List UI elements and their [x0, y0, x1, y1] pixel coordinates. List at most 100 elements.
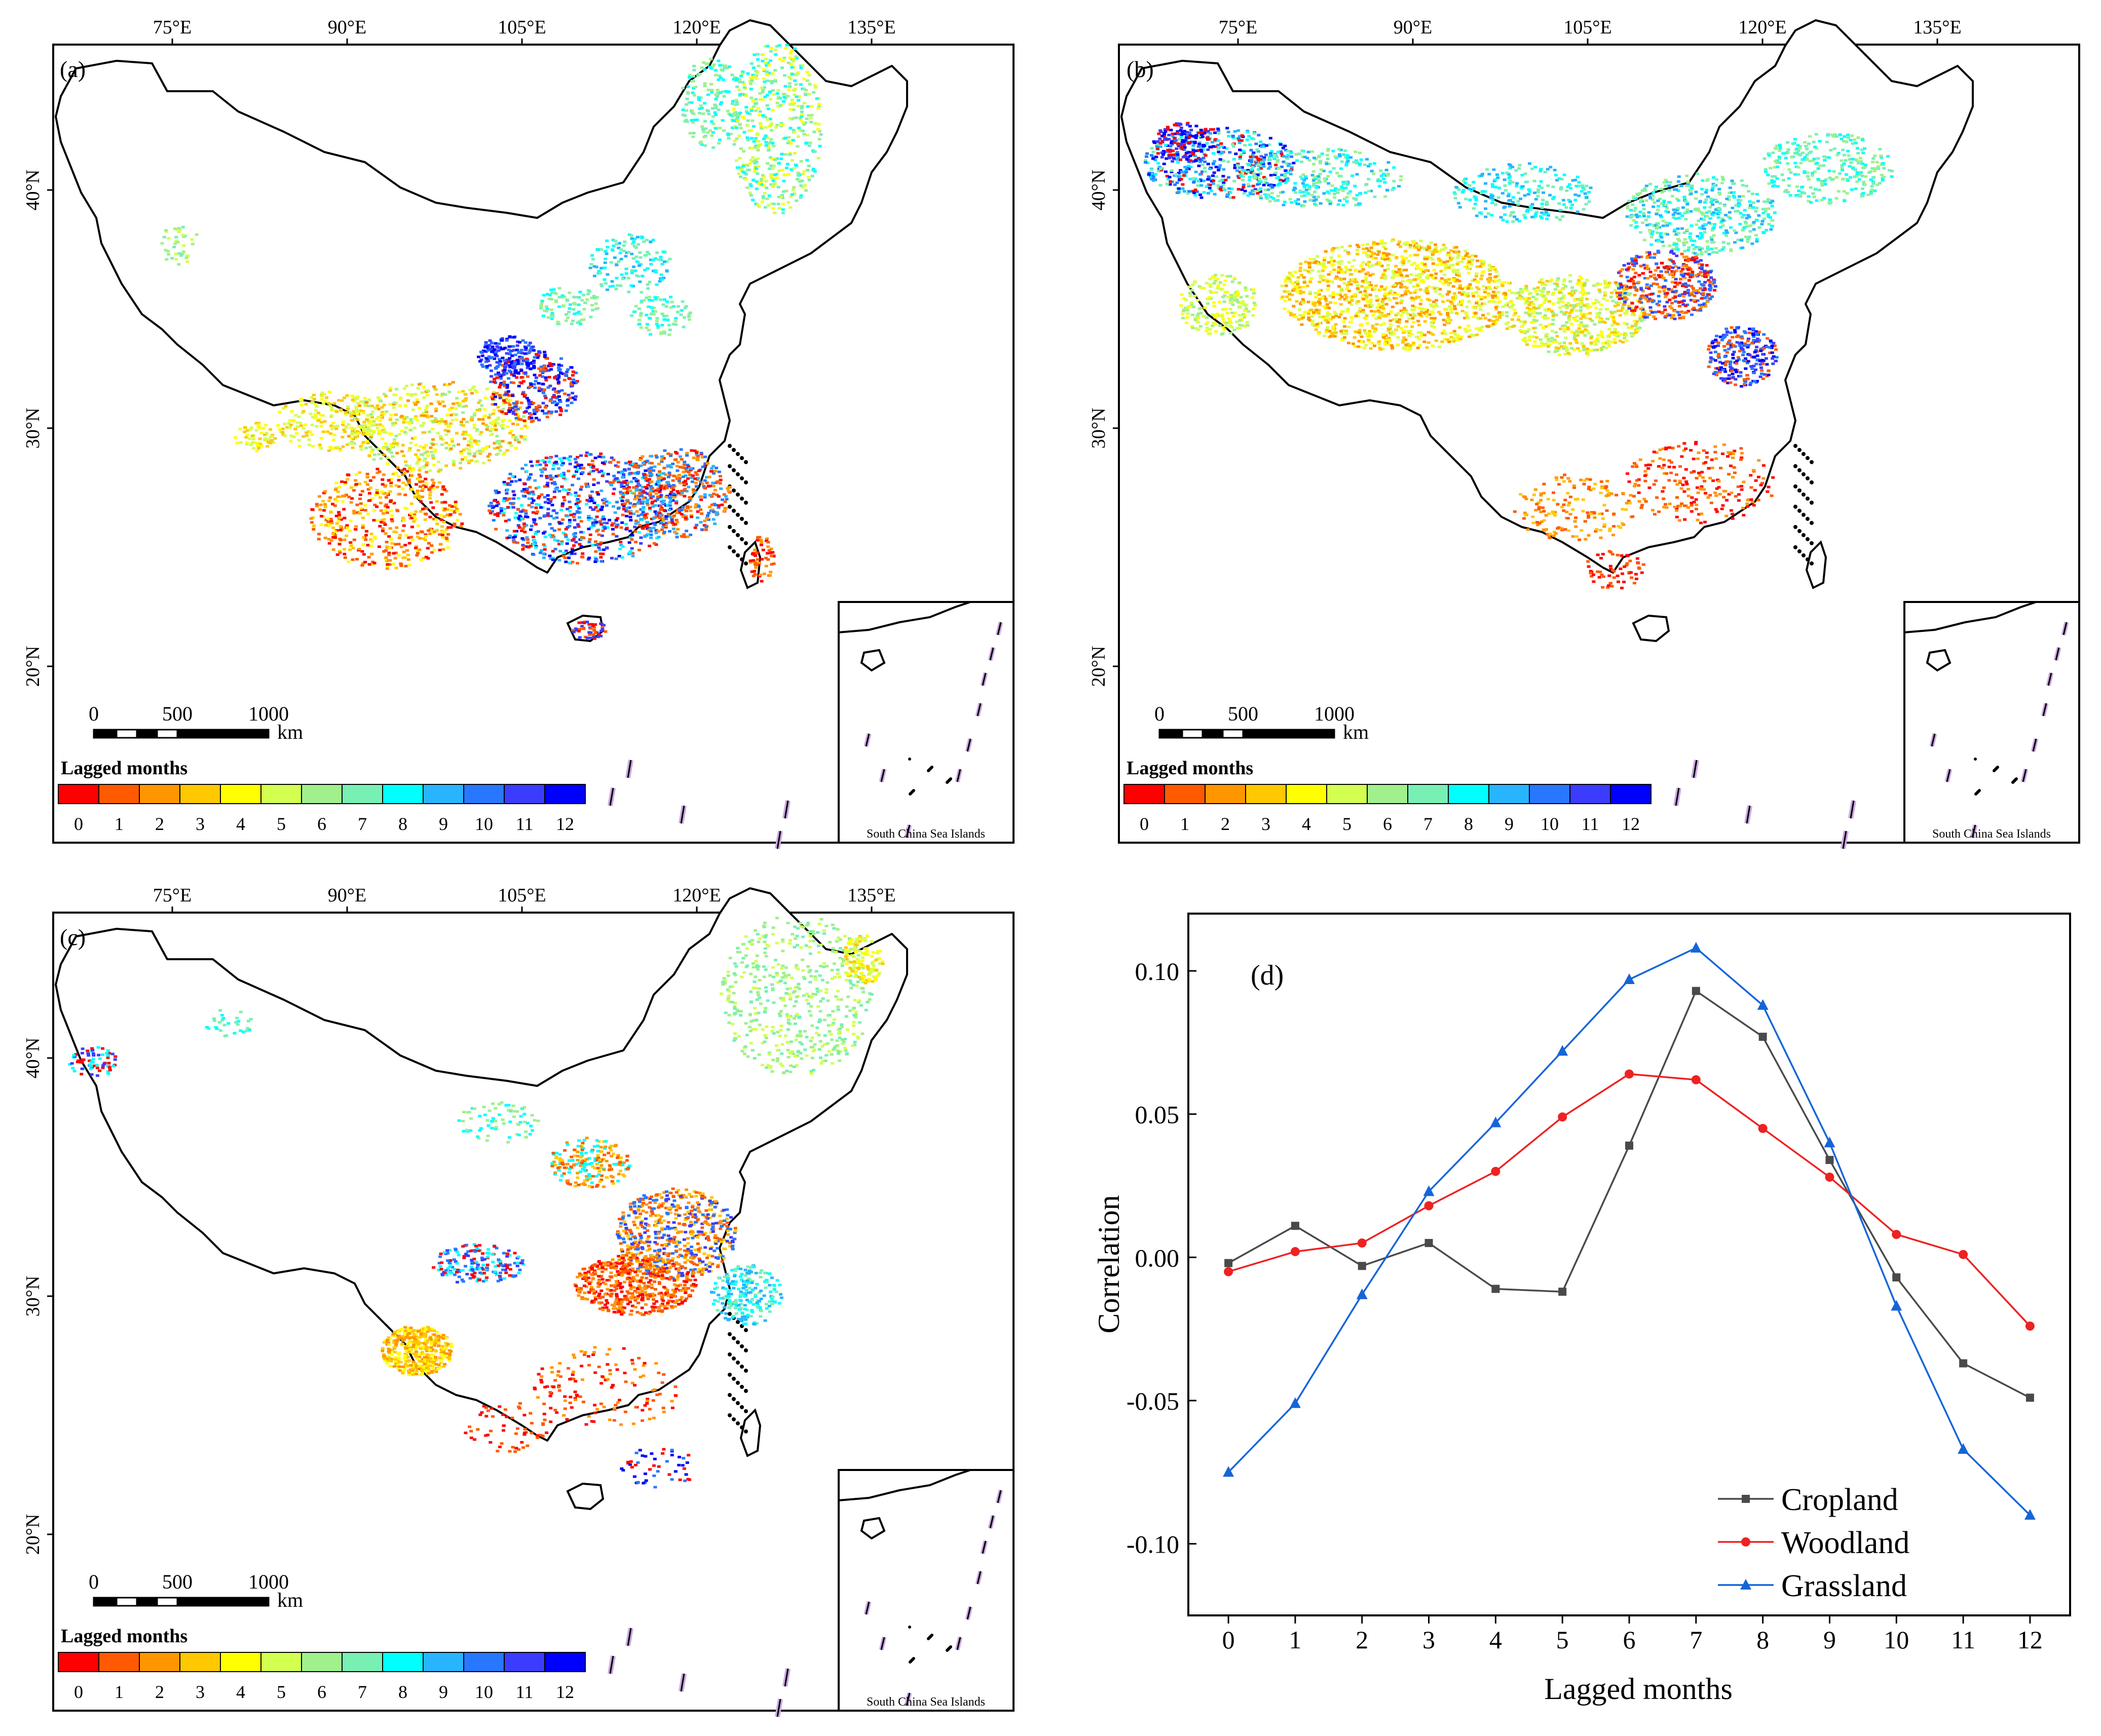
raster-pixel	[648, 317, 652, 320]
raster-pixel	[596, 493, 601, 496]
raster-pixel	[285, 426, 289, 429]
raster-pixel	[474, 440, 478, 443]
raster-pixel	[445, 537, 449, 540]
raster-pixel	[507, 349, 511, 352]
raster-pixel	[692, 64, 696, 67]
raster-pixel	[354, 410, 358, 412]
raster-pixel	[655, 456, 659, 459]
raster-pixel	[1156, 140, 1160, 143]
raster-pixel	[761, 60, 765, 62]
raster-pixel	[571, 548, 575, 551]
raster-pixel	[501, 356, 505, 359]
raster-pixel	[1197, 149, 1201, 152]
raster-pixel	[548, 554, 552, 557]
raster-pixel	[712, 63, 716, 66]
raster-pixel	[551, 396, 555, 399]
raster-pixel	[510, 349, 514, 352]
raster-pixel	[659, 486, 663, 489]
raster-pixel	[541, 409, 544, 412]
raster-pixel	[749, 194, 753, 197]
raster-pixel	[372, 424, 376, 427]
raster-pixel	[807, 114, 811, 117]
raster-pixel	[756, 58, 760, 61]
raster-pixel	[789, 52, 793, 55]
raster-pixel	[174, 258, 178, 261]
raster-pixel	[407, 481, 411, 484]
raster-pixel	[785, 166, 789, 169]
raster-pixel	[336, 445, 340, 448]
raster-pixel	[628, 512, 632, 515]
raster-pixel	[544, 305, 548, 308]
raster-pixel	[671, 499, 675, 502]
raster-pixel	[403, 431, 407, 434]
raster-pixel	[454, 501, 458, 504]
raster-pixel	[654, 271, 658, 274]
raster-pixel	[287, 422, 291, 425]
raster-pixel	[435, 485, 439, 488]
raster-pixel	[580, 299, 584, 302]
raster-pixel	[1176, 175, 1180, 178]
raster-pixel	[619, 492, 623, 495]
raster-pixel	[346, 526, 350, 529]
raster-pixel	[1225, 147, 1229, 150]
raster-pixel	[488, 364, 492, 367]
raster-pixel	[561, 304, 566, 307]
raster-pixel	[568, 506, 572, 509]
raster-pixel	[624, 272, 628, 275]
raster-pixel	[540, 388, 544, 391]
raster-pixel	[1161, 149, 1166, 153]
raster-pixel	[765, 186, 769, 190]
raster-pixel	[753, 170, 757, 173]
raster-pixel	[543, 461, 547, 464]
raster-pixel	[310, 521, 314, 524]
inset-coastline	[838, 601, 971, 633]
raster-pixel	[443, 383, 447, 386]
raster-pixel	[580, 538, 584, 541]
raster-pixel	[797, 127, 801, 129]
raster-pixel	[716, 89, 720, 92]
raster-pixel	[351, 446, 355, 449]
raster-pixel	[391, 472, 395, 475]
raster-pixel	[536, 408, 540, 411]
raster-pixel	[497, 503, 501, 506]
raster-pixel	[1252, 172, 1256, 175]
raster-pixel	[533, 539, 537, 542]
raster-pixel	[543, 354, 547, 356]
raster-pixel	[448, 448, 452, 451]
raster-pixel	[1218, 153, 1222, 156]
raster-pixel	[345, 411, 349, 414]
raster-pixel	[1251, 184, 1255, 187]
raster-pixel	[786, 95, 790, 98]
raster-pixel	[365, 473, 369, 475]
raster-pixel	[1187, 190, 1191, 193]
raster-pixel	[321, 414, 325, 417]
raster-pixel	[717, 506, 721, 509]
raster-pixel	[639, 542, 643, 545]
raster-pixel	[541, 370, 545, 373]
raster-pixel	[1225, 195, 1229, 198]
raster-pixel	[417, 458, 421, 461]
raster-pixel	[416, 532, 420, 535]
raster-pixel	[756, 107, 760, 109]
raster-pixel	[251, 437, 255, 440]
raster-pixel	[646, 250, 649, 253]
raster-pixel	[1144, 159, 1148, 162]
coastline-islet	[740, 476, 744, 480]
raster-pixel	[628, 551, 632, 554]
raster-pixel	[725, 66, 729, 69]
raster-pixel	[374, 418, 379, 421]
raster-pixel	[582, 293, 586, 296]
raster-pixel	[409, 420, 413, 423]
raster-pixel	[1184, 169, 1188, 172]
raster-pixel	[505, 363, 509, 366]
raster-pixel	[484, 350, 488, 353]
raster-pixel	[369, 433, 373, 436]
raster-pixel	[787, 76, 791, 79]
raster-pixel	[616, 461, 620, 464]
raster-pixel	[1172, 154, 1175, 157]
raster-pixel	[428, 515, 432, 518]
raster-pixel	[639, 508, 643, 511]
raster-pixel	[539, 370, 543, 372]
taiwan-island	[1805, 540, 1827, 589]
raster-pixel	[525, 536, 529, 539]
